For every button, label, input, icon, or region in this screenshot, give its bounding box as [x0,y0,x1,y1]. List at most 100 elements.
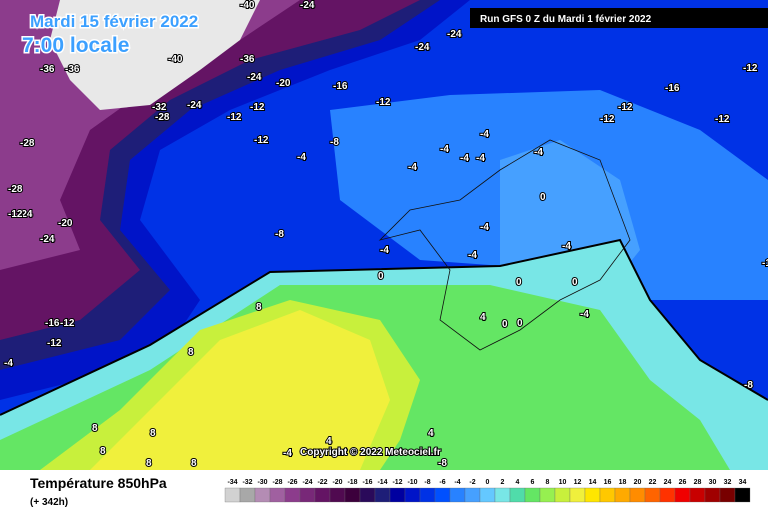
time-title: 7:00 locale [22,34,129,57]
scale-swatch [719,487,736,503]
scale-label: -6 [439,479,445,486]
contour-label: -24 [40,234,55,245]
scale-swatch [479,487,496,503]
contour-label: -12 [376,97,391,108]
contour-label: -12 [600,114,615,125]
contour-label: -12 [47,338,62,349]
scale-swatch [374,487,391,503]
contour-label: -8 [438,458,447,469]
scale-label: 16 [604,479,612,486]
contour-label: -4 [534,147,543,158]
scale-label: 14 [589,479,597,486]
scale-label: 32 [724,479,732,486]
contour-label: -4 [562,241,571,252]
scale-label: -2 [469,479,475,486]
contour-label: -24 [187,100,202,111]
lead-time: (+ 342h) [30,497,68,508]
scale-swatch [659,487,676,503]
scale-label: -24 [302,479,312,486]
contour-label: -12 [618,102,633,113]
scale-label: -28 [272,479,282,486]
contour-label: -16 [665,83,680,94]
contour-label: -40 [240,0,255,11]
scale-label: 30 [709,479,717,486]
scale-label: 10 [559,479,567,486]
contour-label: 0 [502,319,508,330]
contour-label: -4 [580,309,589,320]
contour-label: -28 [20,138,35,149]
contour-label: -20 [276,78,291,89]
contour-label: -24 [447,29,462,40]
contour-label: -24 [300,0,315,11]
contour-label: -4 [468,250,477,261]
contour-label: 4 [480,312,486,323]
contour-label: -16 [45,318,60,329]
scale-label: 4 [516,479,520,486]
coastline [378,139,631,351]
contour-label: -8 [744,380,753,391]
scale-label: 2 [501,479,505,486]
contour-label: 0 [540,192,546,203]
scale-swatch [449,487,466,503]
contour-label: 8 [92,423,98,434]
contour-label: -4 [476,153,485,164]
contour-label: 0 [378,271,384,282]
contour-label: 8 [150,428,156,439]
scale-label: 12 [574,479,582,486]
scale-swatch [674,487,691,503]
scale-swatch [464,487,481,503]
greenland-cold [50,0,260,110]
scale-label: -18 [347,479,357,486]
scale-label: 8 [546,479,550,486]
contour-label: -4 [440,144,449,155]
contour-label: -12 [8,209,23,220]
contour-label: 8 [256,302,262,313]
scale-label: -14 [377,479,387,486]
contour-label: -20 [58,218,73,229]
scale-swatch [329,487,346,503]
scale-swatch [344,487,361,503]
scale-swatch [704,487,721,503]
scale-label: -32 [242,479,252,486]
scale-label: -26 [287,479,297,486]
scale-swatch [404,487,421,503]
contour-label: -28 [155,112,170,123]
scale-swatch [269,487,286,503]
contour-label: 8 [188,347,194,358]
zero-isotherm [0,238,768,416]
scale-swatch [284,487,301,503]
scale-label: -16 [362,479,372,486]
scale-label: -10 [407,479,417,486]
scale-label: -4 [454,479,460,486]
contour-label: -4 [4,358,13,369]
scale-swatch [524,487,541,503]
scale-swatch [629,487,646,503]
scale-label: 24 [664,479,672,486]
contour-label: -36 [40,64,55,75]
scale-swatch [539,487,556,503]
scale-label: 26 [679,479,687,486]
scale-label: -30 [257,479,267,486]
contour-label: 4 [326,436,332,447]
scale-swatch [509,487,526,503]
scale-swatch [434,487,451,503]
scale-swatch [314,487,331,503]
scale-label: 20 [634,479,642,486]
contour-label: 8 [100,446,106,457]
contour-label: 4 [428,428,434,439]
contour-label: -8 [275,229,284,240]
contour-label: -8 [330,137,339,148]
scale-swatch [689,487,706,503]
scale-label: 6 [531,479,535,486]
scale-label: -12 [392,479,402,486]
contour-label: -32 [152,102,167,113]
contour-label: -40 [168,54,183,65]
scale-label: 18 [619,479,627,486]
contour-label: 0 [517,318,523,329]
contour-label: -24 [415,42,430,53]
scale-swatch [734,487,751,503]
scale-label: -34 [227,479,237,486]
contour-label: -4 [408,162,417,173]
contour-label: -1 [762,258,768,269]
